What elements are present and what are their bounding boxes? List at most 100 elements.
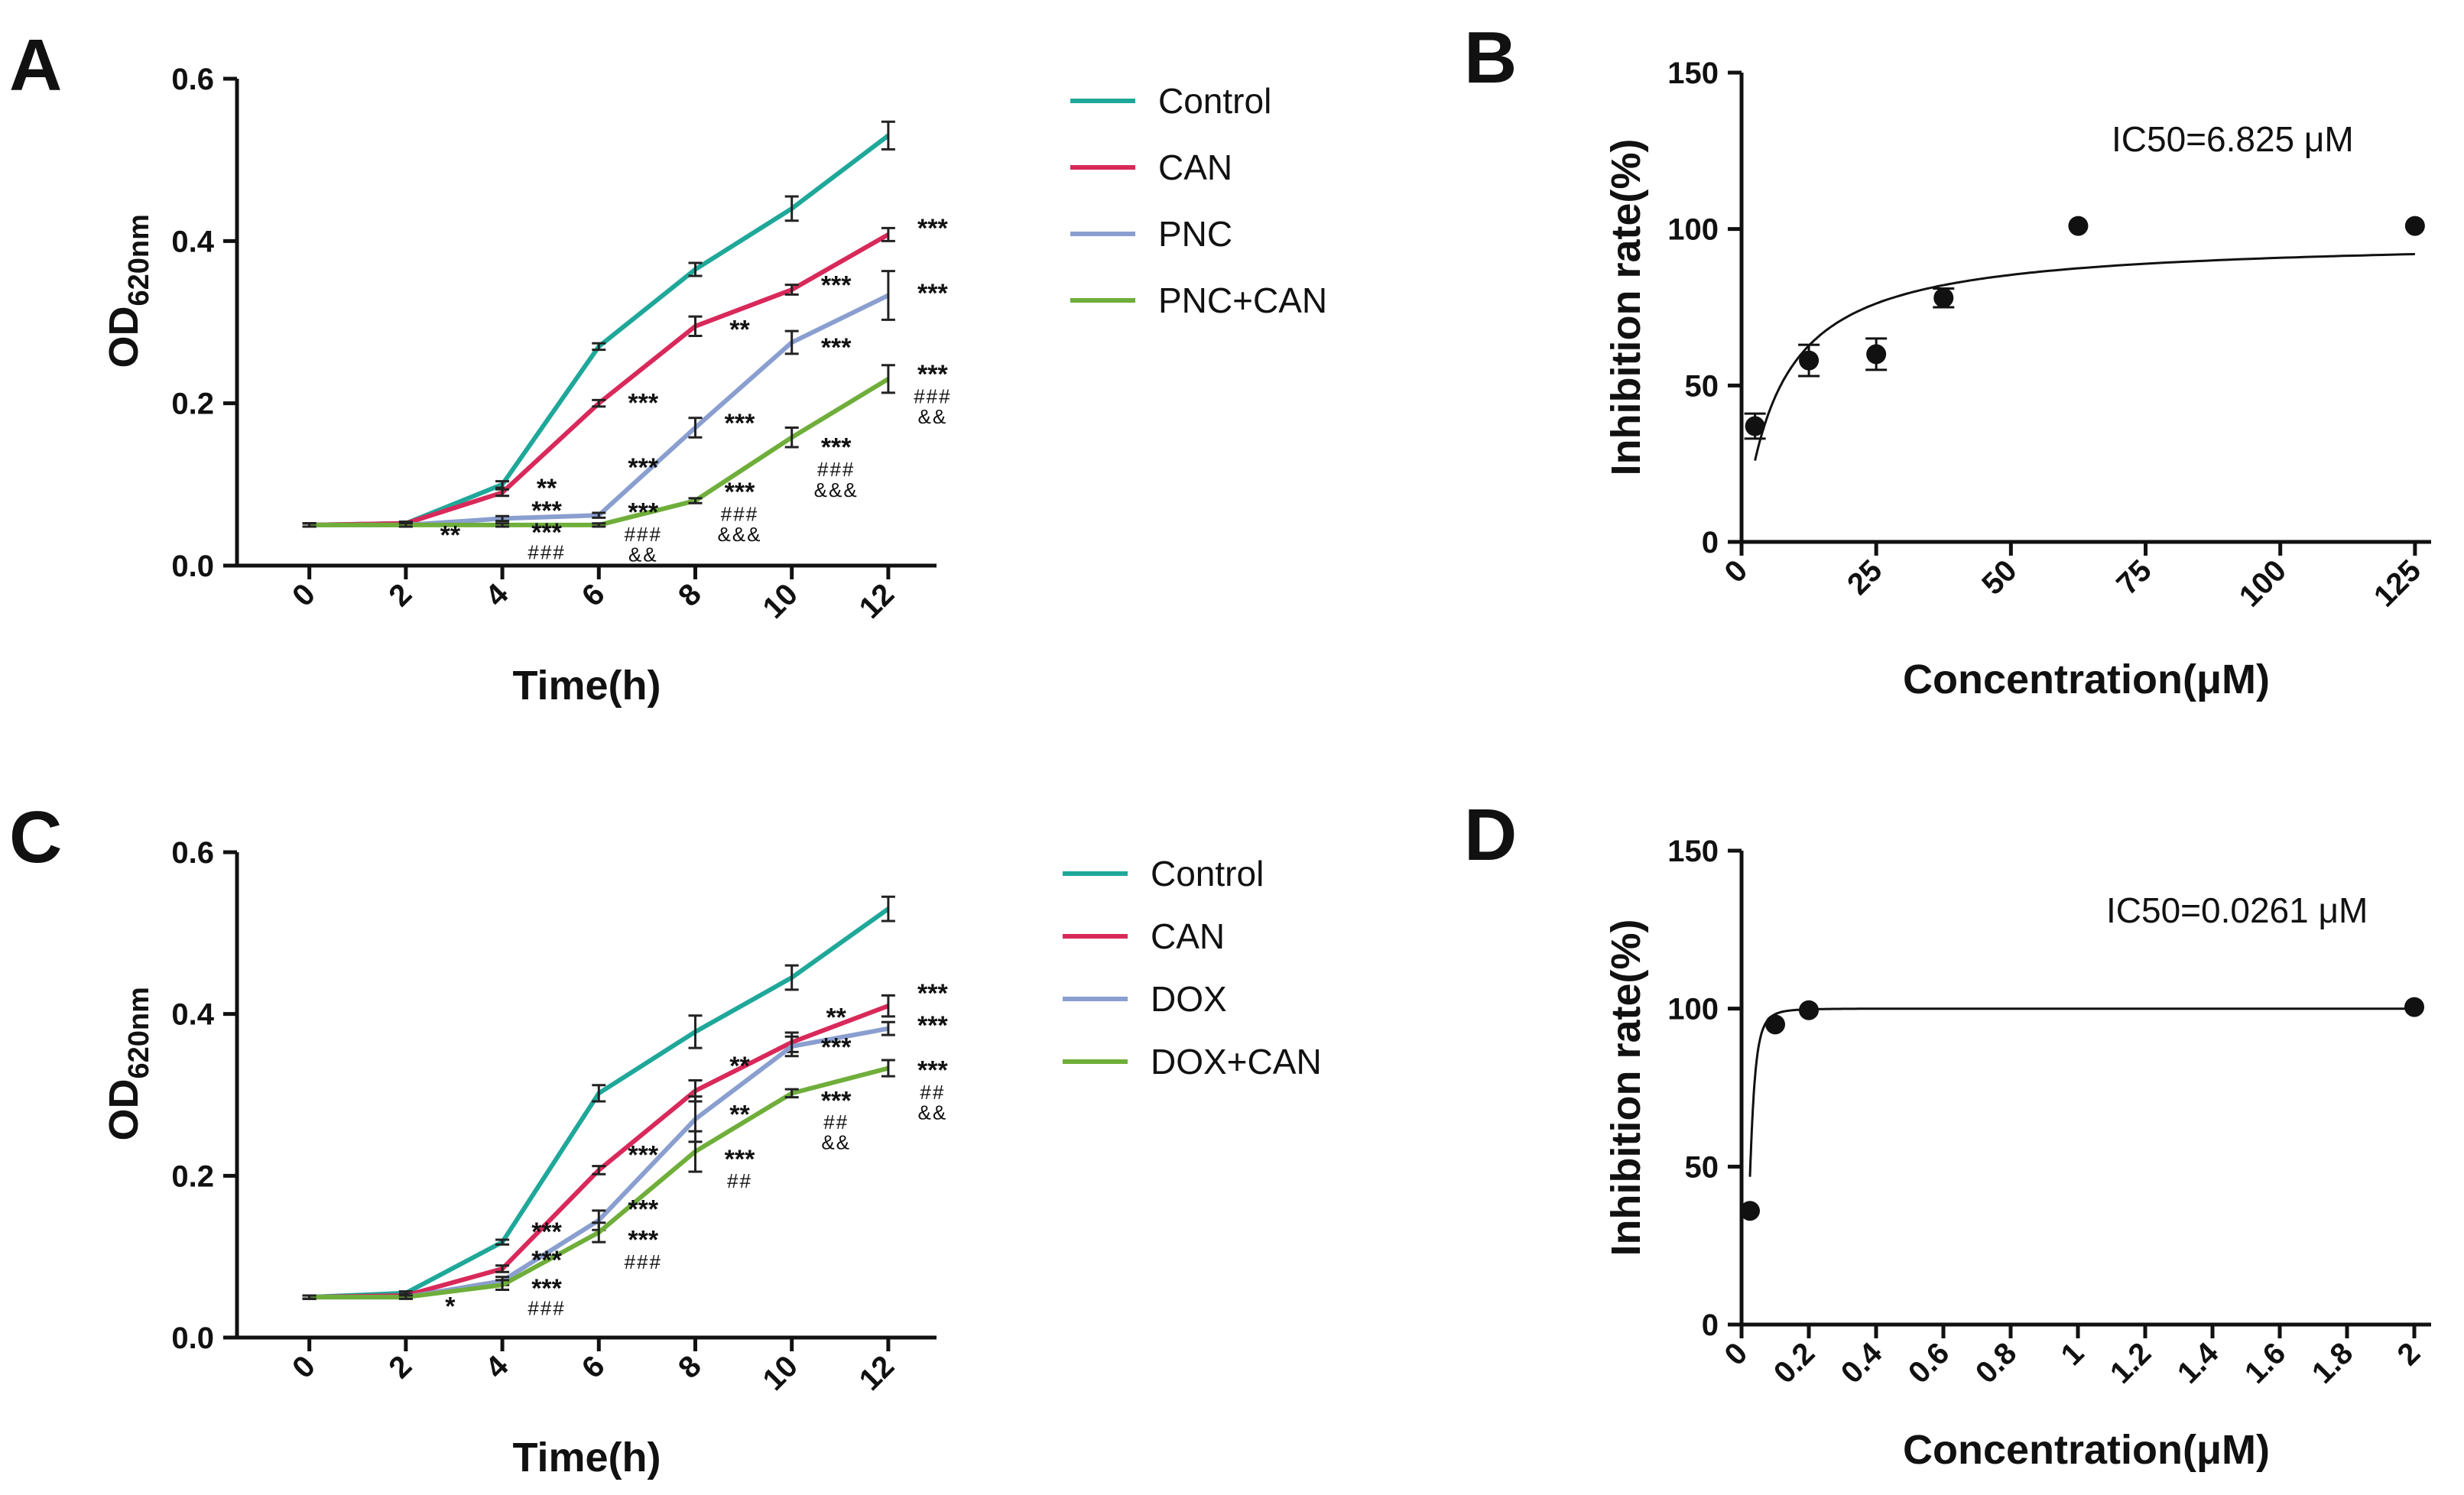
x-tick-label: 50 bbox=[1975, 553, 2024, 602]
x-tick-label: 125 bbox=[2368, 553, 2427, 613]
x-tick-label: 6 bbox=[576, 577, 612, 613]
significance-mark: *** bbox=[531, 1274, 562, 1303]
significance-mark: ### bbox=[914, 385, 951, 408]
significance-mark: *** bbox=[531, 518, 562, 547]
x-tick-label: 1.2 bbox=[2104, 1336, 2157, 1390]
y-tick-label: 150 bbox=[1667, 57, 1719, 90]
significance-mark: *** bbox=[917, 1011, 948, 1040]
y-tick-label: 0.2 bbox=[171, 1159, 214, 1193]
x-tick-label: 10 bbox=[756, 577, 804, 625]
significance-mark: ** bbox=[729, 316, 750, 345]
series-line-pnc bbox=[309, 293, 890, 527]
ic50-annotation: IC50=6.825 μM bbox=[2112, 119, 2354, 159]
x-tick-label: 12 bbox=[853, 1349, 901, 1397]
significance-mark: *** bbox=[917, 360, 948, 389]
panel-letter: A bbox=[9, 24, 62, 106]
legend-label: Control bbox=[1151, 854, 1264, 893]
y-tick-label: 0 bbox=[1702, 1309, 1719, 1342]
significance-mark: && bbox=[918, 1101, 948, 1124]
x-tick-label: 0 bbox=[286, 1349, 322, 1385]
panel-c: C 0.0 0.2 0.4 0.6 0 2 4 6 8 10 12 Time(h) OD620nm Cont… bbox=[9, 796, 1322, 1480]
data-point bbox=[2068, 216, 2089, 236]
significance-mark: *** bbox=[821, 333, 852, 362]
significance-mark: ### bbox=[721, 503, 758, 526]
legend-label: CAN bbox=[1158, 148, 1232, 187]
x-tick-label: 0 bbox=[1719, 553, 1755, 589]
y-tick-label: 50 bbox=[1685, 1150, 1719, 1184]
significance-mark: ### bbox=[625, 1250, 662, 1273]
y-tick-label: 0.6 bbox=[171, 836, 214, 870]
significance-mark: * bbox=[445, 1292, 456, 1321]
y-tick-label: 50 bbox=[1685, 369, 1719, 403]
fit-curve bbox=[1754, 253, 2415, 461]
data-point bbox=[1740, 1201, 1760, 1221]
x-tick-label: 0 bbox=[1719, 1336, 1755, 1372]
y-axis-title: Inhibition rate(%) bbox=[1603, 919, 1649, 1257]
y-tick-label: 0.4 bbox=[171, 998, 214, 1032]
panel-letter: B bbox=[1464, 17, 1517, 99]
significance-mark: *** bbox=[821, 271, 852, 300]
panel-b: B 0 50 100 150 0 25 50 75 100 125 Concentration(μM)… bbox=[1464, 17, 2431, 702]
x-tick-label: 1 bbox=[2055, 1336, 2091, 1372]
significance-mark: ## bbox=[823, 1111, 849, 1133]
significance-mark: *** bbox=[821, 433, 852, 462]
legend-label: Control bbox=[1158, 81, 1271, 121]
ic50-annotation: IC50=0.0261 μM bbox=[2106, 890, 2368, 930]
significance-mark: *** bbox=[821, 1033, 852, 1062]
y-tick-label: 100 bbox=[1667, 993, 1719, 1026]
y-axis-title: OD620nm bbox=[101, 987, 155, 1140]
y-tick-label: 0.2 bbox=[171, 388, 214, 421]
significance-mark: ### bbox=[528, 1296, 565, 1319]
significance-mark: *** bbox=[725, 478, 755, 507]
y-axis-title: OD620nm bbox=[101, 214, 155, 368]
x-tick-label: 75 bbox=[2110, 553, 2158, 602]
significance-mark: ### bbox=[817, 458, 855, 481]
y-tick-label: 0.0 bbox=[171, 550, 214, 583]
y-axis-title-main: OD bbox=[101, 306, 147, 368]
x-tick-label: 100 bbox=[2233, 553, 2293, 613]
legend-label: DOX+CAN bbox=[1151, 1042, 1322, 1082]
panel-letter: D bbox=[1464, 794, 1517, 876]
x-tick-label: 2 bbox=[2391, 1336, 2427, 1372]
data-point bbox=[1745, 416, 1765, 436]
significance-mark: *** bbox=[628, 1140, 658, 1169]
significance-mark: *** bbox=[725, 409, 755, 438]
y-axis-title: Inhibition rate(%) bbox=[1603, 139, 1649, 476]
x-tick-label: 4 bbox=[479, 577, 515, 613]
panel-a: A 0.0 0.2 0.4 0.6 0 2 4 6 8 10 12 Time(h) OD620nm Cont… bbox=[9, 24, 1327, 709]
significance-mark: *** bbox=[628, 1226, 658, 1255]
y-tick-label: 100 bbox=[1667, 213, 1719, 247]
x-tick-label: 1.6 bbox=[2238, 1336, 2292, 1390]
x-tick-label: 25 bbox=[1841, 553, 1889, 602]
significance-mark: ## bbox=[727, 1169, 752, 1192]
x-tick-label: 10 bbox=[756, 1349, 804, 1397]
significance-mark: *** bbox=[917, 279, 948, 308]
significance-mark: ## bbox=[920, 1081, 945, 1104]
y-axis-title-subscript: 620nm bbox=[123, 987, 155, 1078]
x-axis-title: Concentration(μM) bbox=[1903, 1427, 2270, 1473]
significance-mark: *** bbox=[917, 214, 948, 243]
x-tick-label: 12 bbox=[853, 577, 901, 625]
significance-mark: ** bbox=[440, 520, 461, 550]
data-point bbox=[1799, 1000, 1819, 1020]
y-tick-label: 0 bbox=[1702, 526, 1719, 559]
significance-mark: ### bbox=[625, 523, 662, 546]
x-tick-label: 8 bbox=[672, 1349, 708, 1385]
series-line-control bbox=[309, 133, 890, 527]
significance-mark: ### bbox=[528, 541, 565, 564]
x-tick-label: 0.2 bbox=[1768, 1336, 1821, 1390]
significance-mark: && bbox=[628, 543, 658, 566]
legend-label: PNC bbox=[1158, 214, 1232, 254]
x-tick-label: 2 bbox=[382, 577, 418, 613]
significance-mark: && bbox=[918, 405, 948, 428]
significance-mark: *** bbox=[725, 1145, 755, 1174]
data-point bbox=[2404, 997, 2424, 1017]
significance-mark: ** bbox=[729, 1052, 750, 1081]
x-tick-label: 0.8 bbox=[1969, 1336, 2023, 1390]
y-axis-title-subscript: 620nm bbox=[123, 214, 155, 306]
series-line-dox bbox=[309, 1026, 889, 1300]
y-axis-title-main: OD bbox=[101, 1079, 147, 1141]
y-tick-label: 0.0 bbox=[171, 1322, 214, 1355]
significance-mark: *** bbox=[821, 1087, 852, 1116]
